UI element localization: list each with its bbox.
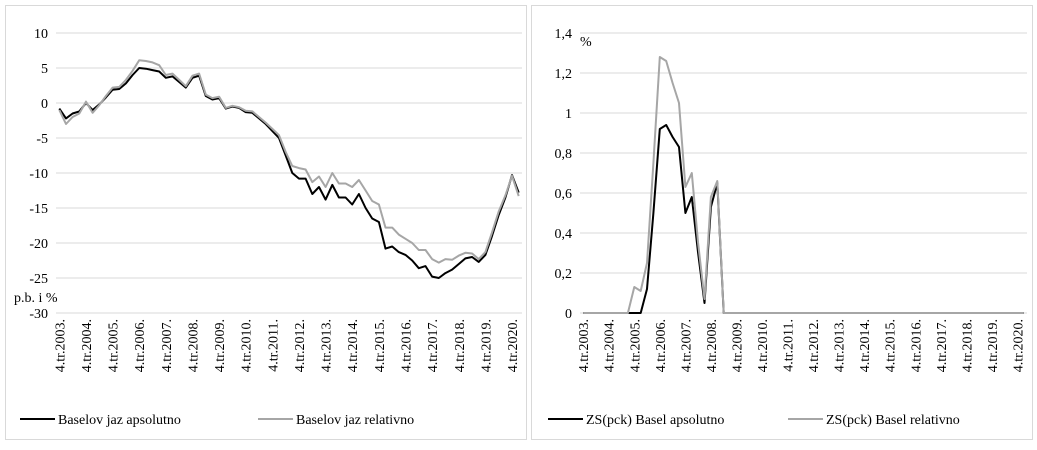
x-tick-label: 4.tr.2003. — [53, 319, 68, 372]
y-tick-label: -5 — [36, 132, 48, 147]
x-tick-label: 4.tr.2018. — [960, 319, 975, 372]
x-tick-label: 4.tr.2012. — [293, 319, 308, 372]
y-tick-label: 0 — [565, 307, 572, 322]
x-tick-label: 4.tr.2004. — [603, 319, 618, 372]
x-tick-label: 4.tr.2005. — [628, 319, 643, 372]
axis-annotation: p.b. i % — [14, 291, 58, 306]
x-tick-label: 4.tr.2015. — [884, 319, 899, 372]
x-tick-label: 4.tr.2014. — [858, 319, 873, 372]
x-tick-label: 4.tr.2007. — [160, 319, 175, 372]
series-line — [583, 56, 1024, 314]
x-tick-label: 4.tr.2012. — [807, 319, 822, 372]
y-tick-label: 1 — [565, 107, 572, 122]
panel-border — [531, 5, 1033, 440]
x-tick-label: 4.tr.2016. — [909, 319, 924, 372]
x-tick-label: 4.tr.2011. — [782, 319, 797, 372]
y-tick-label: -15 — [29, 202, 48, 217]
y-tick-label: 0,4 — [555, 227, 573, 242]
x-tick-label: 4.tr.2010. — [756, 319, 771, 372]
y-tick-label: -20 — [29, 237, 48, 252]
x-tick-label: 4.tr.2020. — [1011, 319, 1026, 372]
legend-label: ZS(pck) Basel apsolutno — [586, 413, 724, 428]
y-tick-label: 0 — [41, 97, 48, 112]
x-tick-label: 4.tr.2010. — [240, 319, 255, 372]
y-tick-label: 1,2 — [555, 67, 573, 82]
x-tick-label: 4.tr.2018. — [453, 319, 468, 372]
x-tick-label: 4.tr.2007. — [679, 319, 694, 372]
x-tick-label: 4.tr.2004. — [80, 319, 95, 372]
panel-border — [5, 5, 527, 440]
series-line — [58, 59, 520, 264]
x-tick-label: 4.tr.2009. — [213, 319, 228, 372]
y-tick-label: -25 — [29, 272, 48, 287]
x-tick-label: 4.tr.2006. — [133, 319, 148, 372]
y-tick-label: 0,8 — [555, 147, 573, 162]
y-tick-label: 1,4 — [555, 27, 573, 42]
x-tick-label: 4.tr.2013. — [320, 319, 335, 372]
x-tick-label: 4.tr.2008. — [186, 319, 201, 372]
y-tick-label: -10 — [29, 167, 48, 182]
legend-label: Baselov jaz apsolutno — [58, 413, 181, 428]
legend-label: ZS(pck) Basel relativno — [826, 413, 960, 428]
x-tick-label: 4.tr.2020. — [506, 319, 521, 372]
x-tick-label: 4.tr.2019. — [986, 319, 1001, 372]
x-tick-label: 4.tr.2017. — [935, 319, 950, 372]
x-tick-label: 4.tr.2015. — [373, 319, 388, 372]
x-tick-label: 4.tr.2019. — [479, 319, 494, 372]
x-tick-label: 4.tr.2006. — [654, 319, 669, 372]
y-tick-label: 0,2 — [555, 267, 573, 282]
axis-annotation: % — [580, 35, 592, 50]
y-tick-label: 10 — [34, 27, 48, 42]
legend-label: Baselov jaz relativno — [296, 413, 414, 428]
y-tick-label: 0,6 — [555, 187, 573, 202]
y-tick-label: 5 — [41, 62, 48, 77]
x-tick-label: 4.tr.2017. — [426, 319, 441, 372]
x-tick-label: 4.tr.2011. — [266, 319, 281, 372]
series-line — [58, 67, 520, 279]
x-tick-label: 4.tr.2014. — [346, 319, 361, 372]
x-tick-label: 4.tr.2009. — [730, 319, 745, 372]
x-tick-label: 4.tr.2013. — [833, 319, 848, 372]
x-tick-label: 4.tr.2008. — [705, 319, 720, 372]
y-tick-label: -30 — [29, 307, 48, 322]
x-tick-label: 4.tr.2005. — [107, 319, 122, 372]
x-tick-label: 4.tr.2016. — [400, 319, 415, 372]
x-tick-label: 4.tr.2003. — [577, 319, 592, 372]
